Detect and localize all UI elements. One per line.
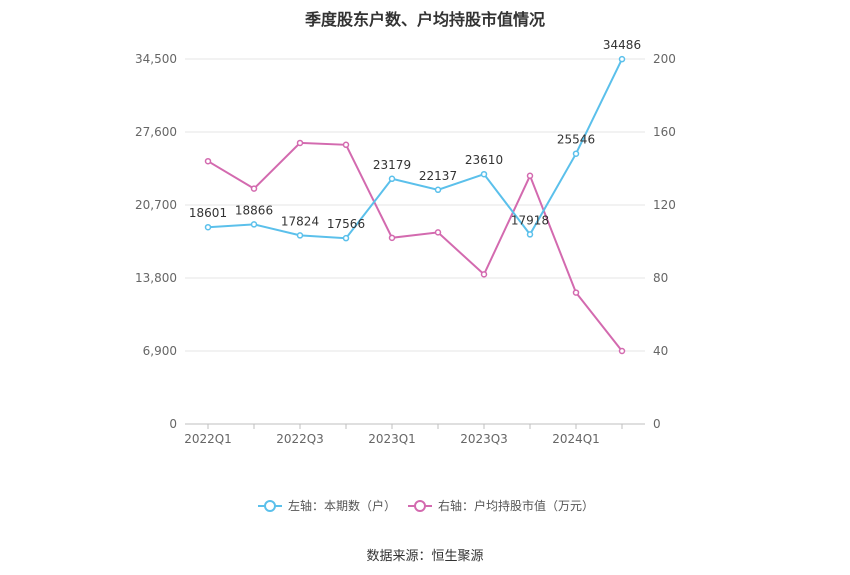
data-label: 18866 xyxy=(235,203,273,217)
left-tick-label: 20,700 xyxy=(135,198,177,212)
data-point[interactable] xyxy=(388,175,396,183)
data-point[interactable] xyxy=(434,229,442,236)
legend-item-0[interactable]: 左轴：本期数（户） xyxy=(258,498,396,513)
data-label: 34486 xyxy=(603,38,641,52)
data-label: 23610 xyxy=(465,153,503,167)
legend-marker xyxy=(414,500,426,512)
x-tick-label: 2022Q1 xyxy=(184,432,232,446)
legend-label: 右轴：户均持股市值（万元） xyxy=(438,498,594,513)
x-tick-label: 2022Q3 xyxy=(276,432,324,446)
data-point[interactable] xyxy=(250,185,258,192)
left-tick-label: 0 xyxy=(169,417,177,431)
data-point[interactable] xyxy=(434,186,442,194)
data-label: 25546 xyxy=(557,133,595,147)
data-point[interactable] xyxy=(250,221,258,228)
right-axis: 0 40 80 120 160 200 xyxy=(653,52,676,431)
x-axis: 2022Q1 2022Q3 2023Q1 2023Q3 2024Q1 xyxy=(184,423,645,446)
right-tick-label: 200 xyxy=(653,52,676,66)
data-label: 17918 xyxy=(511,213,549,227)
legend-marker xyxy=(264,500,276,512)
data-point[interactable] xyxy=(342,141,350,149)
grid-lines xyxy=(185,58,645,352)
series-line-1 xyxy=(207,141,623,352)
data-point[interactable] xyxy=(572,150,580,157)
right-tick-label: 40 xyxy=(653,344,668,358)
data-label: 18601 xyxy=(189,206,227,220)
data-point[interactable] xyxy=(526,172,534,180)
legend-item-1[interactable]: 右轴：户均持股市值（万元） xyxy=(408,498,594,513)
data-point[interactable] xyxy=(480,170,488,178)
data-point[interactable] xyxy=(296,139,304,147)
right-tick-label: 80 xyxy=(653,271,668,285)
legend[interactable]: 左轴：本期数（户） 右轴：户均持股市值（万元） xyxy=(258,498,594,513)
left-axis: 0 6,900 13,800 20,700 27,600 34,500 xyxy=(135,52,177,431)
data-point[interactable] xyxy=(342,234,350,242)
data-point[interactable] xyxy=(480,271,488,278)
data-point[interactable] xyxy=(204,223,212,231)
data-source: 数据来源：恒生聚源 xyxy=(366,549,484,564)
x-tick-label: 2023Q3 xyxy=(460,432,508,446)
right-tick-label: 160 xyxy=(653,125,676,139)
data-point[interactable] xyxy=(572,289,580,296)
data-point[interactable] xyxy=(204,157,212,165)
left-tick-label: 13,800 xyxy=(135,271,177,285)
data-point[interactable] xyxy=(296,232,304,239)
data-point[interactable] xyxy=(526,231,534,238)
data-point[interactable] xyxy=(388,234,396,242)
left-tick-label: 27,600 xyxy=(135,125,177,139)
data-point[interactable] xyxy=(618,347,626,355)
chart-svg: 0 6,900 13,800 20,700 27,600 34,500 0 40 80 120 1… xyxy=(135,38,676,513)
series-line-0 xyxy=(207,58,623,240)
data-label: 17566 xyxy=(327,217,365,231)
left-tick-label: 34,500 xyxy=(135,52,177,66)
right-tick-label: 0 xyxy=(653,417,661,431)
legend-label: 左轴：本期数（户） xyxy=(288,498,396,513)
series-layer: 18601 18866 17824 17566 23179 22137 23610 17918… xyxy=(189,38,641,355)
chart-title: 季度股东户数、户均持股市值情况 xyxy=(304,10,545,29)
left-tick-label: 6,900 xyxy=(143,344,177,358)
right-tick-label: 120 xyxy=(653,198,676,212)
x-tick-label: 2023Q1 xyxy=(368,432,416,446)
data-label: 22137 xyxy=(419,169,457,183)
data-label: 23179 xyxy=(373,158,411,172)
data-label: 17824 xyxy=(281,214,319,228)
data-point[interactable] xyxy=(618,55,626,63)
x-tick-label: 2024Q1 xyxy=(552,432,600,446)
